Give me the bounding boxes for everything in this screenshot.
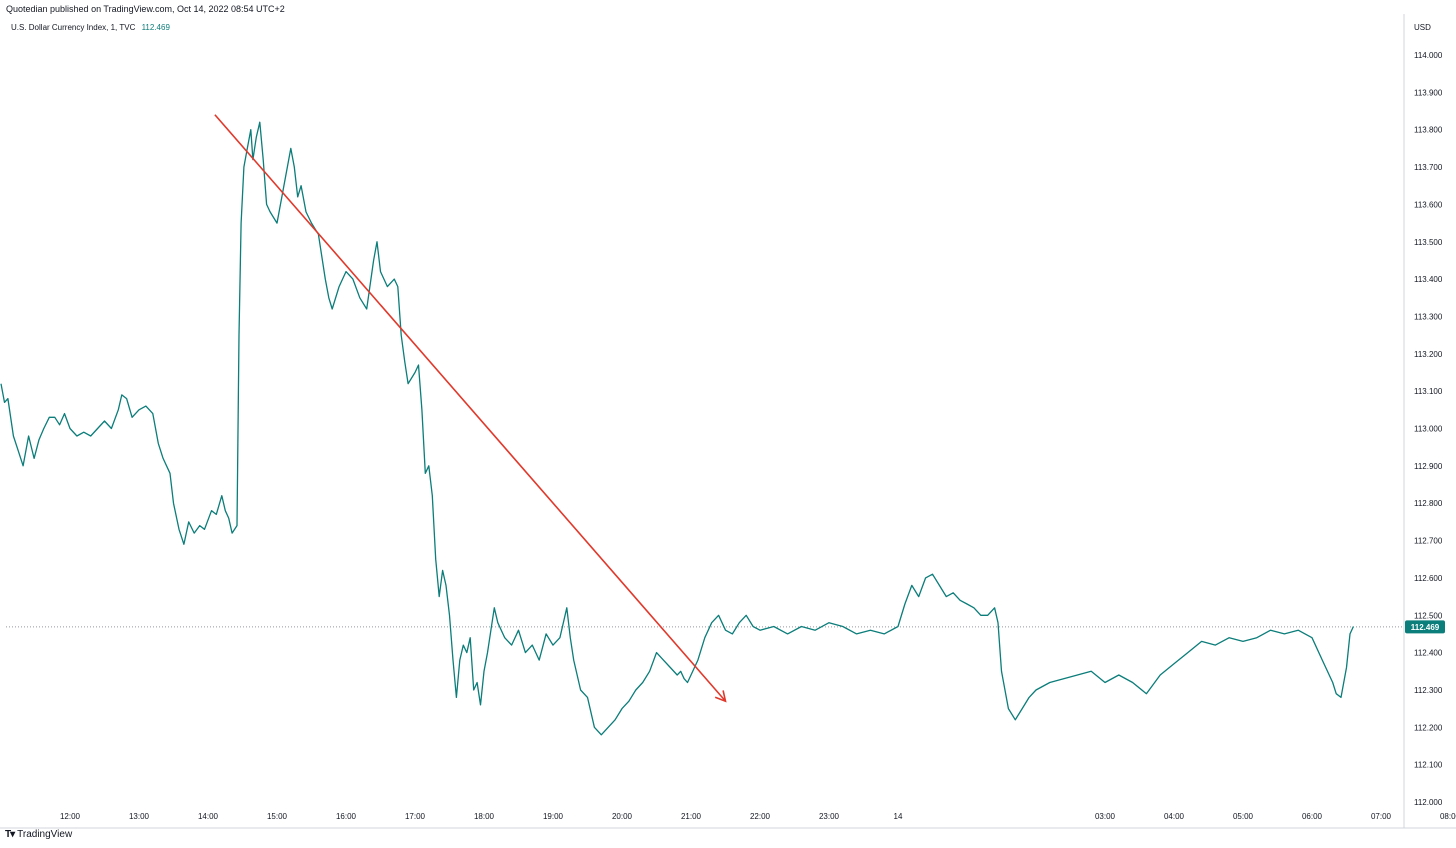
x-tick-label: 03:00 — [1095, 812, 1116, 821]
x-tick-label: 13:00 — [129, 812, 150, 821]
y-tick-label: 113.200 — [1414, 350, 1443, 359]
x-tick-label: 14 — [894, 812, 903, 821]
y-tick-label: 112.300 — [1414, 686, 1443, 695]
last-price-badge: 112.469 — [1405, 620, 1445, 634]
y-tick-label: 114.000 — [1414, 51, 1443, 60]
x-tick-label: 06:00 — [1302, 812, 1323, 821]
y-tick-label: 112.800 — [1414, 499, 1443, 508]
x-tick-label: 15:00 — [267, 812, 288, 821]
y-tick-label: 113.700 — [1414, 163, 1443, 172]
trend-arrow-annotation[interactable] — [214, 114, 727, 703]
x-tick-label: 21:00 — [681, 812, 702, 821]
y-tick-label: 113.500 — [1414, 238, 1443, 247]
y-tick-label: 112.900 — [1414, 462, 1443, 471]
y-tick-label: 112.700 — [1414, 537, 1443, 546]
x-tick-label: 07:00 — [1371, 812, 1392, 821]
x-tick-label: 16:00 — [336, 812, 357, 821]
y-tick-label: 113.800 — [1414, 126, 1443, 135]
x-tick-label: 04:00 — [1164, 812, 1185, 821]
time-axis: 12:00 13:00 14:00 15:00 16:00 17:00 18:00 19:00… — [60, 812, 1456, 821]
tradingview-logo[interactable]: T▾ TradingView — [5, 829, 72, 840]
y-tick-label: 113.300 — [1414, 312, 1443, 321]
x-tick-label: 05:00 — [1233, 812, 1254, 821]
y-axis-title: USD — [1414, 23, 1431, 32]
y-tick-label: 112.200 — [1414, 723, 1443, 732]
price-axis: 114.000 113.900 113.800 113.700 113.600 113.5… — [1414, 51, 1443, 807]
y-tick-label: 113.000 — [1414, 425, 1443, 434]
y-tick-label: 113.600 — [1414, 200, 1443, 209]
y-tick-label: 113.900 — [1414, 88, 1443, 97]
tradingview-logo-text: TradingView — [17, 829, 73, 840]
tradingview-logo-icon: T▾ — [5, 829, 15, 840]
y-tick-label: 112.600 — [1414, 574, 1443, 583]
x-tick-label: 23:00 — [819, 812, 840, 821]
trend-arrow-head — [714, 690, 727, 703]
symbol-last-price: 112.469 — [141, 23, 170, 32]
symbol-legend: U.S. Dollar Currency Index, 1, TVC 112.4… — [11, 23, 170, 32]
x-tick-label: 18:00 — [474, 812, 495, 821]
last-price-badge-bg — [1405, 620, 1445, 634]
y-tick-label: 112.500 — [1414, 611, 1443, 620]
dxy-price-line — [0, 121, 1354, 736]
x-tick-label: 12:00 — [60, 812, 81, 821]
x-tick-label: 22:00 — [750, 812, 771, 821]
y-tick-label: 112.000 — [1414, 798, 1443, 807]
y-tick-label: 112.100 — [1414, 761, 1443, 770]
trend-arrow-line — [214, 114, 727, 702]
x-tick-label: 19:00 — [543, 812, 564, 821]
y-tick-label: 112.400 — [1414, 649, 1443, 658]
last-price-badge-text: 112.469 — [1411, 623, 1440, 632]
x-tick-label: 14:00 — [198, 812, 219, 821]
y-tick-label: 113.100 — [1414, 387, 1443, 396]
x-tick-label: 17:00 — [405, 812, 426, 821]
published-info: Quotedian published on TradingView.com, … — [6, 4, 285, 14]
x-tick-label: 20:00 — [612, 812, 633, 821]
symbol-name: U.S. Dollar Currency Index, 1, TVC — [11, 23, 136, 32]
x-tick-label: 08:00 — [1440, 812, 1456, 821]
y-tick-label: 113.400 — [1414, 275, 1443, 284]
